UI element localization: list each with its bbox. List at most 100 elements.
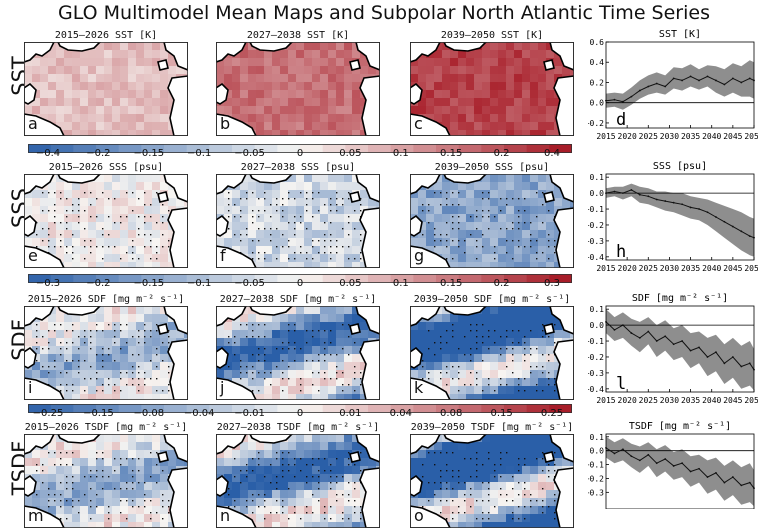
significance-stipple xyxy=(258,390,260,392)
significance-stipple xyxy=(270,240,272,242)
significance-stipple xyxy=(150,258,152,260)
map-grid-cell xyxy=(562,458,570,466)
map-grid-cell xyxy=(458,238,466,246)
time-series-chart: SDF [mg m⁻² s⁻¹]0.10.0−0.1−0.2−0.3−0.420… xyxy=(585,293,764,405)
significance-stipple xyxy=(108,324,110,326)
significance-stipple xyxy=(324,342,326,344)
map-grid-cell xyxy=(530,206,538,214)
map-grid-cell xyxy=(458,190,466,198)
significance-stipple xyxy=(288,348,290,350)
map-grid-cell xyxy=(96,466,104,474)
map-grid-cell xyxy=(434,474,442,482)
significance-stipple xyxy=(264,348,266,350)
map-grid-cell xyxy=(312,458,320,466)
x-tick-label: 2030 xyxy=(660,396,679,405)
map-grid-cell xyxy=(498,466,506,474)
map-grid-cell xyxy=(144,474,152,482)
significance-stipple xyxy=(234,354,236,356)
map-grid-cell xyxy=(490,330,498,338)
map-grid-cell xyxy=(280,98,288,106)
map-grid-cell xyxy=(272,354,280,362)
significance-stipple xyxy=(542,372,544,374)
significance-stipple xyxy=(246,198,248,200)
map-grid-cell xyxy=(48,378,56,386)
map-grid-cell xyxy=(56,82,64,90)
y-tick-label: 0.6 xyxy=(590,38,605,47)
significance-stipple xyxy=(306,192,308,194)
map-grid-cell xyxy=(112,442,120,450)
map-grid-cell xyxy=(24,198,32,206)
map-grid-cell xyxy=(40,482,48,490)
significance-stipple xyxy=(102,228,104,230)
significance-stipple xyxy=(548,470,550,472)
significance-stipple xyxy=(482,360,484,362)
anomaly-map-plot xyxy=(410,434,574,528)
map-grid-cell xyxy=(352,262,360,268)
significance-stipple xyxy=(156,192,158,194)
map-grid-cell xyxy=(48,354,56,362)
map-grid-cell xyxy=(530,354,538,362)
significance-stipple xyxy=(506,204,508,206)
map-grid-cell xyxy=(88,474,96,482)
map-grid-cell xyxy=(304,106,312,114)
map-frame xyxy=(216,174,380,268)
map-grid-cell xyxy=(120,442,128,450)
map-grid-cell xyxy=(538,246,546,254)
significance-stipple xyxy=(234,204,236,206)
significance-stipple xyxy=(458,240,460,242)
colorbar-segment xyxy=(164,404,188,413)
map-grid-cell xyxy=(522,90,530,98)
significance-stipple xyxy=(494,252,496,254)
map-grid-cell xyxy=(434,206,442,214)
map-grid-cell xyxy=(490,474,498,482)
map-grid-cell xyxy=(514,322,522,330)
significance-stipple xyxy=(476,452,478,454)
colorbar-segment xyxy=(322,404,346,413)
map-grid-cell xyxy=(160,74,168,82)
map-grid-cell xyxy=(482,214,490,222)
significance-stipple xyxy=(126,458,128,460)
map-grid-cell xyxy=(450,338,458,346)
coastline xyxy=(355,42,380,71)
map-grid-cell xyxy=(352,114,360,122)
map-grid-cell xyxy=(466,514,474,522)
map-grid-cell xyxy=(288,354,296,362)
significance-stipple xyxy=(66,252,68,254)
y-tick-label: −0.2 xyxy=(588,119,604,128)
significance-stipple xyxy=(330,198,332,200)
map-grid-cell xyxy=(304,42,312,50)
significance-stipple xyxy=(312,192,314,194)
significance-stipple xyxy=(458,476,460,478)
map-grid-cell xyxy=(216,450,224,458)
significance-stipple xyxy=(494,476,496,478)
figure-title: GLO Multimodel Mean Maps and Subpolar No… xyxy=(58,2,710,24)
map-grid-cell xyxy=(336,458,344,466)
map-grid-cell xyxy=(104,442,112,450)
map-grid-cell xyxy=(152,66,160,74)
map-grid-cell xyxy=(546,122,554,130)
map-grid-cell xyxy=(336,474,344,482)
map-grid-cell xyxy=(352,238,360,246)
map-grid-cell xyxy=(546,498,554,506)
significance-stipple xyxy=(458,378,460,380)
significance-stipple xyxy=(324,512,326,514)
data-point xyxy=(655,82,658,85)
map-grid-cell xyxy=(368,198,376,206)
map-grid-cell xyxy=(288,306,296,314)
map-grid-cell xyxy=(296,322,304,330)
map-grid-cell xyxy=(136,230,144,238)
map-grid-cell xyxy=(458,90,466,98)
map-grid-cell xyxy=(434,314,442,322)
map-grid-cell xyxy=(144,230,152,238)
significance-stipple xyxy=(440,512,442,514)
coastline xyxy=(359,75,380,136)
significance-stipple xyxy=(108,384,110,386)
colorbar-segment xyxy=(390,274,414,283)
map-grid-cell xyxy=(280,82,288,90)
coastline xyxy=(355,306,380,335)
significance-stipple xyxy=(500,348,502,350)
map-grid-cell xyxy=(280,190,288,198)
map-grid-cell xyxy=(240,90,248,98)
map-grid-cell xyxy=(224,106,232,114)
map-grid-cell xyxy=(474,230,482,238)
